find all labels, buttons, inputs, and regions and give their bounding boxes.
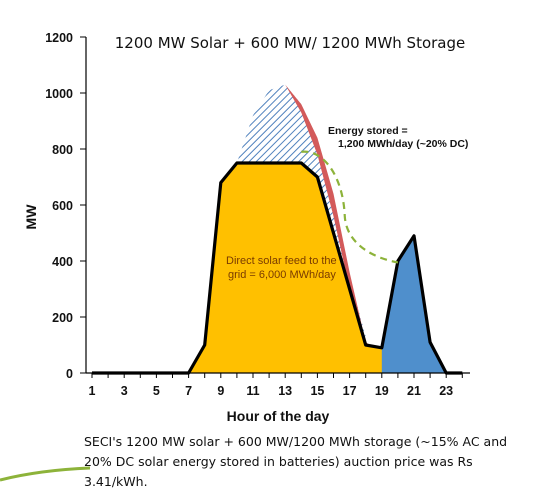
y-tick-label: 600 — [52, 199, 73, 213]
y-tick-label: 1000 — [45, 87, 73, 101]
x-tick-label: 15 — [310, 384, 324, 398]
series-line-delivered-profile — [92, 161, 463, 375]
x-tick-label: 9 — [217, 384, 224, 398]
x-tick-label: 23 — [439, 384, 453, 398]
figure-caption: SECI's 1200 MW solar + 600 MW/1200 MWh s… — [84, 434, 508, 489]
annotation-line: grid = 6,000 MWh/day — [228, 269, 336, 281]
x-tick-label: 17 — [343, 384, 357, 398]
x-axis-label: Hour of the day — [227, 408, 330, 424]
decorative-accent-swoosh — [0, 466, 90, 482]
y-axis-label: MW — [23, 204, 39, 230]
series-areas — [92, 84, 447, 373]
series-area-direct-solar — [92, 163, 382, 373]
annotation-line: Direct solar feed to the — [226, 255, 337, 267]
x-tick-label: 1 — [89, 384, 96, 398]
chart-canvas: 1200 MW Solar + 600 MW/ 1200 MWh Storage… — [23, 31, 470, 424]
x-tick-label: 5 — [153, 384, 160, 398]
series-area-energy-stored — [220, 84, 366, 345]
series-area-clipped — [285, 84, 373, 347]
annotation-direct-solar: Direct solar feed to the grid = 6,000 MWh… — [226, 255, 337, 281]
x-tick-label: 11 — [246, 384, 259, 398]
axes — [80, 36, 470, 378]
y-tick-label: 1200 — [45, 31, 73, 45]
chart-title: 1200 MW Solar + 600 MW/ 1200 MWh Storage — [115, 34, 466, 52]
series-line-storage-charge — [301, 150, 399, 264]
y-tick-label: 200 — [52, 311, 73, 325]
x-tick-label: 13 — [278, 384, 292, 398]
series-lines — [92, 150, 463, 375]
y-tick-label: 400 — [52, 255, 73, 269]
x-tick-label: 19 — [375, 384, 389, 398]
y-tick-label: 0 — [66, 367, 73, 381]
annotation-line: Energy stored = — [328, 125, 408, 137]
series-area-battery-discharge — [365, 235, 447, 373]
y-tick-label: 800 — [52, 143, 73, 157]
x-tick-label: 7 — [185, 384, 192, 398]
annotation-energy-stored: Energy stored = 1,200 MWh/day (~20% DC) — [328, 125, 468, 150]
annotation-line: 1,200 MWh/day (~20% DC) — [338, 138, 468, 150]
x-tick-label: 3 — [121, 384, 128, 398]
chart-text: 1200 MW Solar + 600 MW/ 1200 MWh Storage… — [23, 31, 468, 424]
x-tick-label: 21 — [407, 384, 421, 398]
